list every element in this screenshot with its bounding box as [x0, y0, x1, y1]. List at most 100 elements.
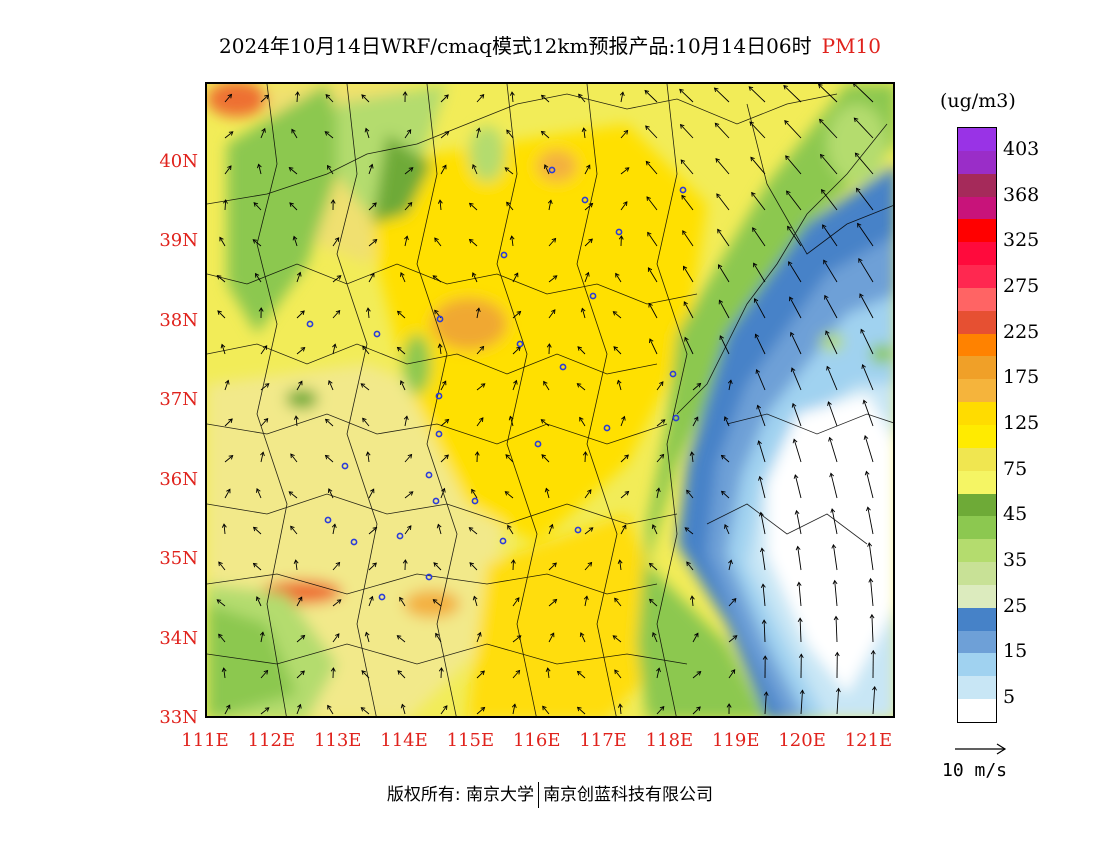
wind-arrow — [296, 670, 305, 679]
wind-arrow — [584, 164, 591, 175]
wind-arrow-head — [715, 158, 720, 163]
wind-arrow — [223, 668, 226, 679]
wind-arrow — [260, 418, 269, 427]
wind-arrow — [440, 667, 442, 679]
wind-arrow — [258, 164, 262, 175]
wind-arrow-head — [224, 379, 230, 385]
pm10-map — [205, 82, 895, 718]
city-marker — [432, 497, 440, 505]
wind-arrow — [548, 275, 558, 283]
wind-arrow — [679, 88, 694, 103]
wind-arrow-head — [509, 235, 515, 240]
wind-arrow-head — [372, 526, 378, 532]
wind-arrow — [260, 383, 270, 391]
wind-arrow-head — [578, 93, 583, 99]
legend-swatch — [958, 402, 996, 426]
wind-arrow-head — [724, 524, 729, 529]
wind-arrow-head — [683, 301, 688, 306]
wind-arrow — [719, 335, 730, 355]
wind-arrow — [221, 344, 226, 355]
wind-arrow-head — [300, 670, 305, 676]
lon-label: 119E — [712, 730, 760, 751]
wind-arrow — [825, 330, 838, 355]
wind-arrow-head — [515, 597, 520, 602]
wind-arrow — [290, 526, 298, 535]
wind-arrow — [681, 195, 694, 211]
wind-arrow — [578, 94, 586, 103]
wind-arrow — [256, 596, 262, 607]
wind-arrow — [648, 267, 658, 283]
city-marker — [396, 532, 404, 540]
wind-arrow — [253, 202, 262, 211]
wind-arrow-head — [437, 343, 443, 348]
wind-arrow-head — [444, 418, 450, 424]
wind-arrow-head — [263, 669, 269, 675]
lat-label: 36N — [159, 468, 198, 490]
wind-arrow-head — [792, 438, 798, 444]
wind-arrow-head — [372, 202, 377, 208]
city-marker — [350, 538, 358, 546]
wind-arrow — [584, 238, 593, 247]
wind-arrow — [684, 527, 694, 535]
wind-arrow-head — [826, 365, 831, 371]
wind-arrow — [728, 635, 738, 643]
wind-arrow-head — [822, 224, 827, 229]
wind-arrow — [469, 202, 478, 211]
wind-arrow — [512, 670, 520, 679]
wind-arrow-head — [325, 94, 331, 99]
wind-arrow — [512, 272, 519, 283]
wind-arrow — [260, 452, 264, 463]
wind-arrow — [224, 199, 227, 211]
wind-arrow — [327, 165, 334, 175]
wind-arrow-head — [588, 527, 594, 532]
wind-arrow-head — [480, 706, 486, 712]
wind-arrow — [584, 451, 586, 463]
wind-arrow-head — [723, 416, 729, 421]
wind-arrow — [548, 200, 552, 211]
wind-arrow — [680, 124, 694, 139]
copyright-right: 南京创蓝科技有限公司 — [543, 785, 714, 805]
lon-label: 117E — [579, 730, 627, 751]
wind-arrow-head — [300, 347, 306, 352]
wind-arrow-head — [546, 343, 552, 348]
wind-arrow-head — [442, 380, 447, 386]
wind-arrow-head — [216, 599, 222, 604]
wind-arrow — [296, 310, 305, 319]
wind-arrow-head — [749, 121, 755, 127]
wind-arrow-head — [586, 164, 591, 170]
wind-arrow — [545, 488, 550, 499]
wind-arrow — [799, 618, 802, 643]
wind-arrow-head — [432, 599, 438, 604]
wind-arrow — [404, 167, 414, 175]
wind-arrow — [332, 344, 336, 355]
wind-arrow-head — [551, 309, 556, 314]
wind-arrow-head — [516, 310, 522, 316]
lat-label: 33N — [159, 707, 198, 728]
wind-arrow — [260, 94, 269, 103]
wind-arrow-head — [863, 435, 869, 440]
legend-label: 5 — [1003, 686, 1016, 709]
wind-arrow — [296, 635, 305, 643]
wind-arrow — [440, 94, 449, 103]
wind-arrow — [728, 380, 732, 391]
wind-arrow — [783, 85, 802, 103]
wind-arrow-head — [585, 271, 590, 277]
lon-label: 116E — [512, 730, 561, 751]
wind-arrow-head — [853, 117, 859, 123]
wind-arrow — [686, 561, 694, 571]
wind-arrow — [476, 632, 481, 643]
wind-arrow-head — [328, 379, 333, 385]
wind-arrow-head — [552, 275, 558, 280]
wind-arrow-head — [513, 379, 518, 385]
wind-arrow-head — [223, 199, 228, 204]
wind-arrow-head — [857, 222, 862, 228]
wind-arrow — [324, 131, 334, 139]
wind-arrow-head — [588, 238, 593, 244]
lon-label: 121E — [844, 730, 893, 751]
wind-arrow — [584, 562, 592, 571]
legend-label: 35 — [1003, 549, 1028, 572]
wind-arrow — [290, 453, 298, 463]
wind-arrow-head — [444, 131, 450, 136]
wind-arrow-head — [468, 527, 474, 532]
city-marker — [324, 516, 332, 524]
